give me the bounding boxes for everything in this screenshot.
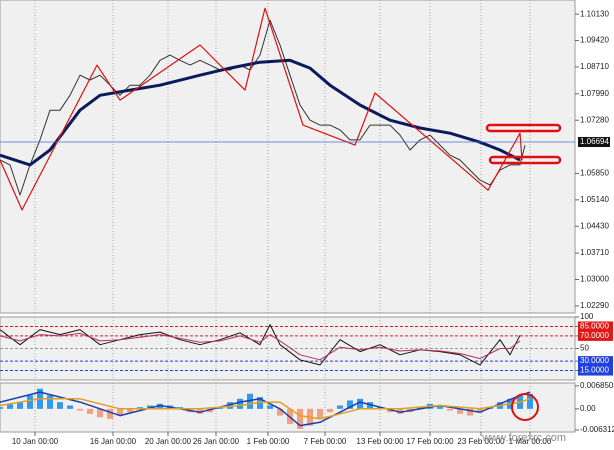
histogram-bar [137, 407, 143, 409]
y-tick-label: 1.07990 [580, 89, 609, 98]
y-tick-label: 70.0000 [580, 331, 609, 340]
histogram-bar [7, 403, 13, 409]
histogram-bar [297, 408, 303, 429]
histogram-bar [457, 408, 463, 414]
y-tick-label: 30.0000 [580, 356, 609, 365]
x-tick-label: 16 Jan 00:00 [90, 437, 137, 446]
histogram-bar [257, 397, 263, 409]
panel-plot [0, 317, 575, 380]
histogram-bar [147, 405, 153, 409]
y-tick-label: 1.05140 [580, 195, 609, 204]
annotation-circle [511, 393, 539, 421]
annotation-box [485, 123, 562, 133]
histogram-bar [87, 408, 93, 414]
histogram-bar [107, 408, 113, 419]
histogram-bar [0, 407, 3, 409]
histogram-bar [387, 408, 393, 413]
annotation-box [488, 155, 562, 165]
histogram-bar [477, 408, 483, 413]
series-line [0, 332, 521, 361]
histogram-bar [67, 405, 73, 409]
x-tick-label: 20 Jan 00:00 [145, 437, 192, 446]
level-label-box [578, 356, 613, 367]
last-price-label: 1.06694 [580, 137, 609, 146]
histogram-bar [27, 395, 33, 409]
y-tick-label: -0.0063128 [580, 425, 614, 434]
histogram-bar [267, 405, 273, 409]
histogram-bar [57, 402, 63, 409]
series-line [0, 391, 531, 427]
level-label-box [578, 365, 613, 376]
level-label-box [578, 330, 613, 341]
y-tick-label: 50 [580, 344, 589, 353]
y-tick-label: 1.02290 [580, 301, 609, 310]
histogram-bar [207, 408, 213, 413]
x-tick-label: 1 Mar 00:00 [509, 437, 552, 446]
histogram-bar [117, 408, 123, 416]
series-line [0, 398, 531, 420]
x-tick-label: 17 Feb 00:00 [406, 437, 454, 446]
series-line [0, 19, 526, 196]
x-tick-label: 13 Feb 00:00 [356, 437, 404, 446]
x-tick-label: 26 Jan 00:00 [193, 437, 240, 446]
y-tick-label: 1.05850 [580, 169, 609, 178]
y-tick-label: 100 [580, 312, 594, 321]
x-tick-label: 23 Feb 00:00 [457, 437, 505, 446]
y-tick-label: 15.0000 [580, 366, 609, 375]
histogram-bar [217, 407, 223, 409]
histogram-bar [127, 408, 133, 413]
histogram-bar [347, 400, 353, 409]
y-tick-label: 85.0000 [580, 322, 609, 331]
histogram-bar [357, 398, 363, 409]
histogram-bar [437, 405, 443, 409]
price-panel [0, 0, 576, 314]
watermark: www.forexrc.com [481, 432, 566, 444]
histogram-bar [197, 408, 203, 414]
x-tick-label: 1 Feb 00:00 [247, 437, 290, 446]
last-price-box [578, 137, 610, 148]
histogram-bar [157, 403, 163, 409]
x-tick-label: 10 Jan 00:00 [12, 437, 59, 446]
histogram-bar [177, 407, 183, 409]
histogram-bar [327, 408, 333, 413]
histogram-bar [17, 402, 23, 409]
histogram-bar [277, 408, 283, 416]
level-label-box [578, 321, 613, 332]
y-tick-label: 0.00 [580, 404, 596, 413]
histogram-bar [47, 395, 53, 409]
histogram-bar [237, 398, 243, 409]
histogram-bar [377, 407, 383, 409]
histogram-bar [97, 408, 103, 418]
y-tick-label: 1.10130 [580, 9, 609, 18]
series-line [0, 7, 523, 211]
histogram-bar [417, 407, 423, 409]
histogram-bar [317, 408, 323, 419]
histogram-bar [77, 408, 83, 411]
histogram-bar [227, 402, 233, 409]
histogram-bar [337, 405, 343, 409]
histogram-bar [467, 408, 473, 416]
y-tick-label: 1.09420 [580, 36, 609, 45]
histogram-bar [447, 408, 453, 411]
y-tick-label: 1.08710 [580, 62, 609, 71]
y-tick-label: 0.0068503 [580, 381, 614, 390]
panel-plot [0, 383, 533, 432]
series-line [0, 58, 521, 167]
histogram-bar [367, 402, 373, 409]
histogram-bar [527, 393, 533, 409]
y-tick-label: 1.04430 [580, 221, 609, 230]
histogram-bar [397, 408, 403, 414]
y-tick-label: 1.03000 [580, 275, 609, 284]
series-line [0, 324, 521, 366]
y-tick-label: 1.03710 [580, 248, 609, 257]
panel-plot [0, 0, 531, 313]
histogram-bar [247, 393, 253, 409]
x-tick-label: 7 Feb 00:00 [304, 437, 347, 446]
y-tick-label: 1.07280 [580, 115, 609, 124]
